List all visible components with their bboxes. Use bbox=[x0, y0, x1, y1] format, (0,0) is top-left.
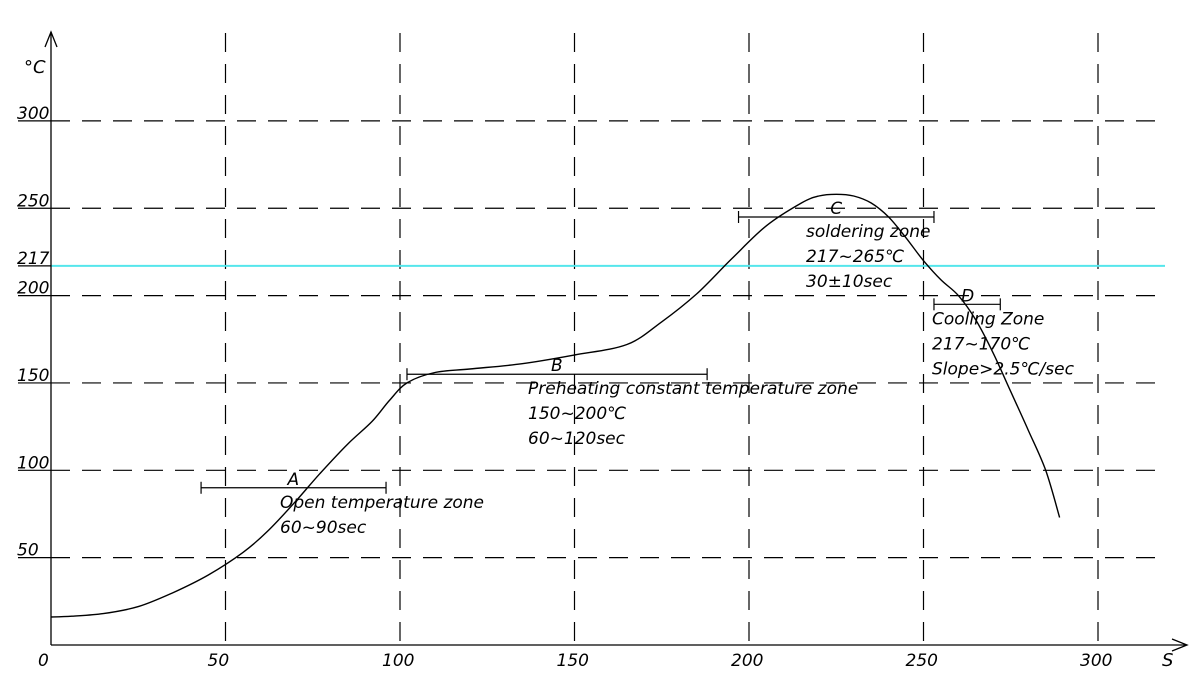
annotation-B-line-2: 150~200℃ bbox=[528, 404, 626, 424]
annotation-B-line-1: Preheating constant temperature zone bbox=[528, 379, 858, 399]
annotations: A Open temperature zone 60~90sec B Preheatin… bbox=[200, 199, 1075, 538]
annotation-B-letter: B bbox=[551, 356, 563, 376]
x-tick-label-200: 200 bbox=[731, 651, 763, 671]
y-tick-label-100: 100 bbox=[17, 453, 49, 473]
annotation-D: D Cooling Zone 217~170℃ Slope>2.5℃/sec bbox=[932, 286, 1075, 379]
x-tick-label-0: 0 bbox=[38, 651, 49, 671]
x-tick-label-150: 150 bbox=[557, 651, 589, 671]
x-axis-unit: S bbox=[1162, 650, 1173, 671]
y-tick-label-150: 150 bbox=[17, 366, 49, 386]
x-axis-arrow bbox=[1171, 638, 1189, 652]
annotation-D-line-2: 217~170℃ bbox=[932, 334, 1030, 354]
grid-lines bbox=[51, 33, 1165, 645]
x-tick-label-100: 100 bbox=[382, 651, 414, 671]
annotation-C-line-2: 217~265℃ bbox=[806, 247, 904, 267]
annotation-D-letter: D bbox=[961, 286, 974, 306]
annotation-A-letter: A bbox=[287, 470, 300, 490]
annotation-A-line-2: 60~90sec bbox=[280, 518, 367, 538]
annotation-B: B Preheating constant temperature zone 150… bbox=[406, 356, 858, 449]
y-axis-unit: °C bbox=[24, 57, 46, 78]
annotation-B-line-3: 60~120sec bbox=[528, 429, 626, 449]
y-tick-label-300: 300 bbox=[17, 104, 49, 124]
y-tick-label-50: 50 bbox=[17, 541, 39, 561]
tick-labels: 50 100 150 200 217 250 300 0 50 100 150 200 250 300 bbox=[17, 104, 1112, 671]
x-tick-label-250: 250 bbox=[906, 651, 938, 671]
annotation-C-letter: C bbox=[830, 199, 842, 219]
y-tick-label-217: 217 bbox=[17, 249, 50, 269]
y-tick-label-250: 250 bbox=[17, 191, 49, 211]
axes bbox=[18, 30, 1189, 652]
annotation-A-line-1: Open temperature zone bbox=[280, 493, 484, 513]
y-tick-label-200: 200 bbox=[17, 279, 49, 299]
annotation-D-line-3: Slope>2.5℃/sec bbox=[932, 359, 1075, 379]
annotation-C-line-3: 30±10sec bbox=[806, 272, 893, 292]
y-axis-arrow bbox=[44, 30, 58, 48]
x-tick-label-300: 300 bbox=[1080, 651, 1112, 671]
annotation-C-line-1: soldering zone bbox=[806, 222, 930, 242]
temperature-curve bbox=[50, 193, 1061, 618]
annotation-D-line-1: Cooling Zone bbox=[932, 309, 1044, 329]
annotation-A: A Open temperature zone 60~90sec bbox=[200, 470, 484, 538]
x-tick-label-50: 50 bbox=[208, 651, 230, 671]
